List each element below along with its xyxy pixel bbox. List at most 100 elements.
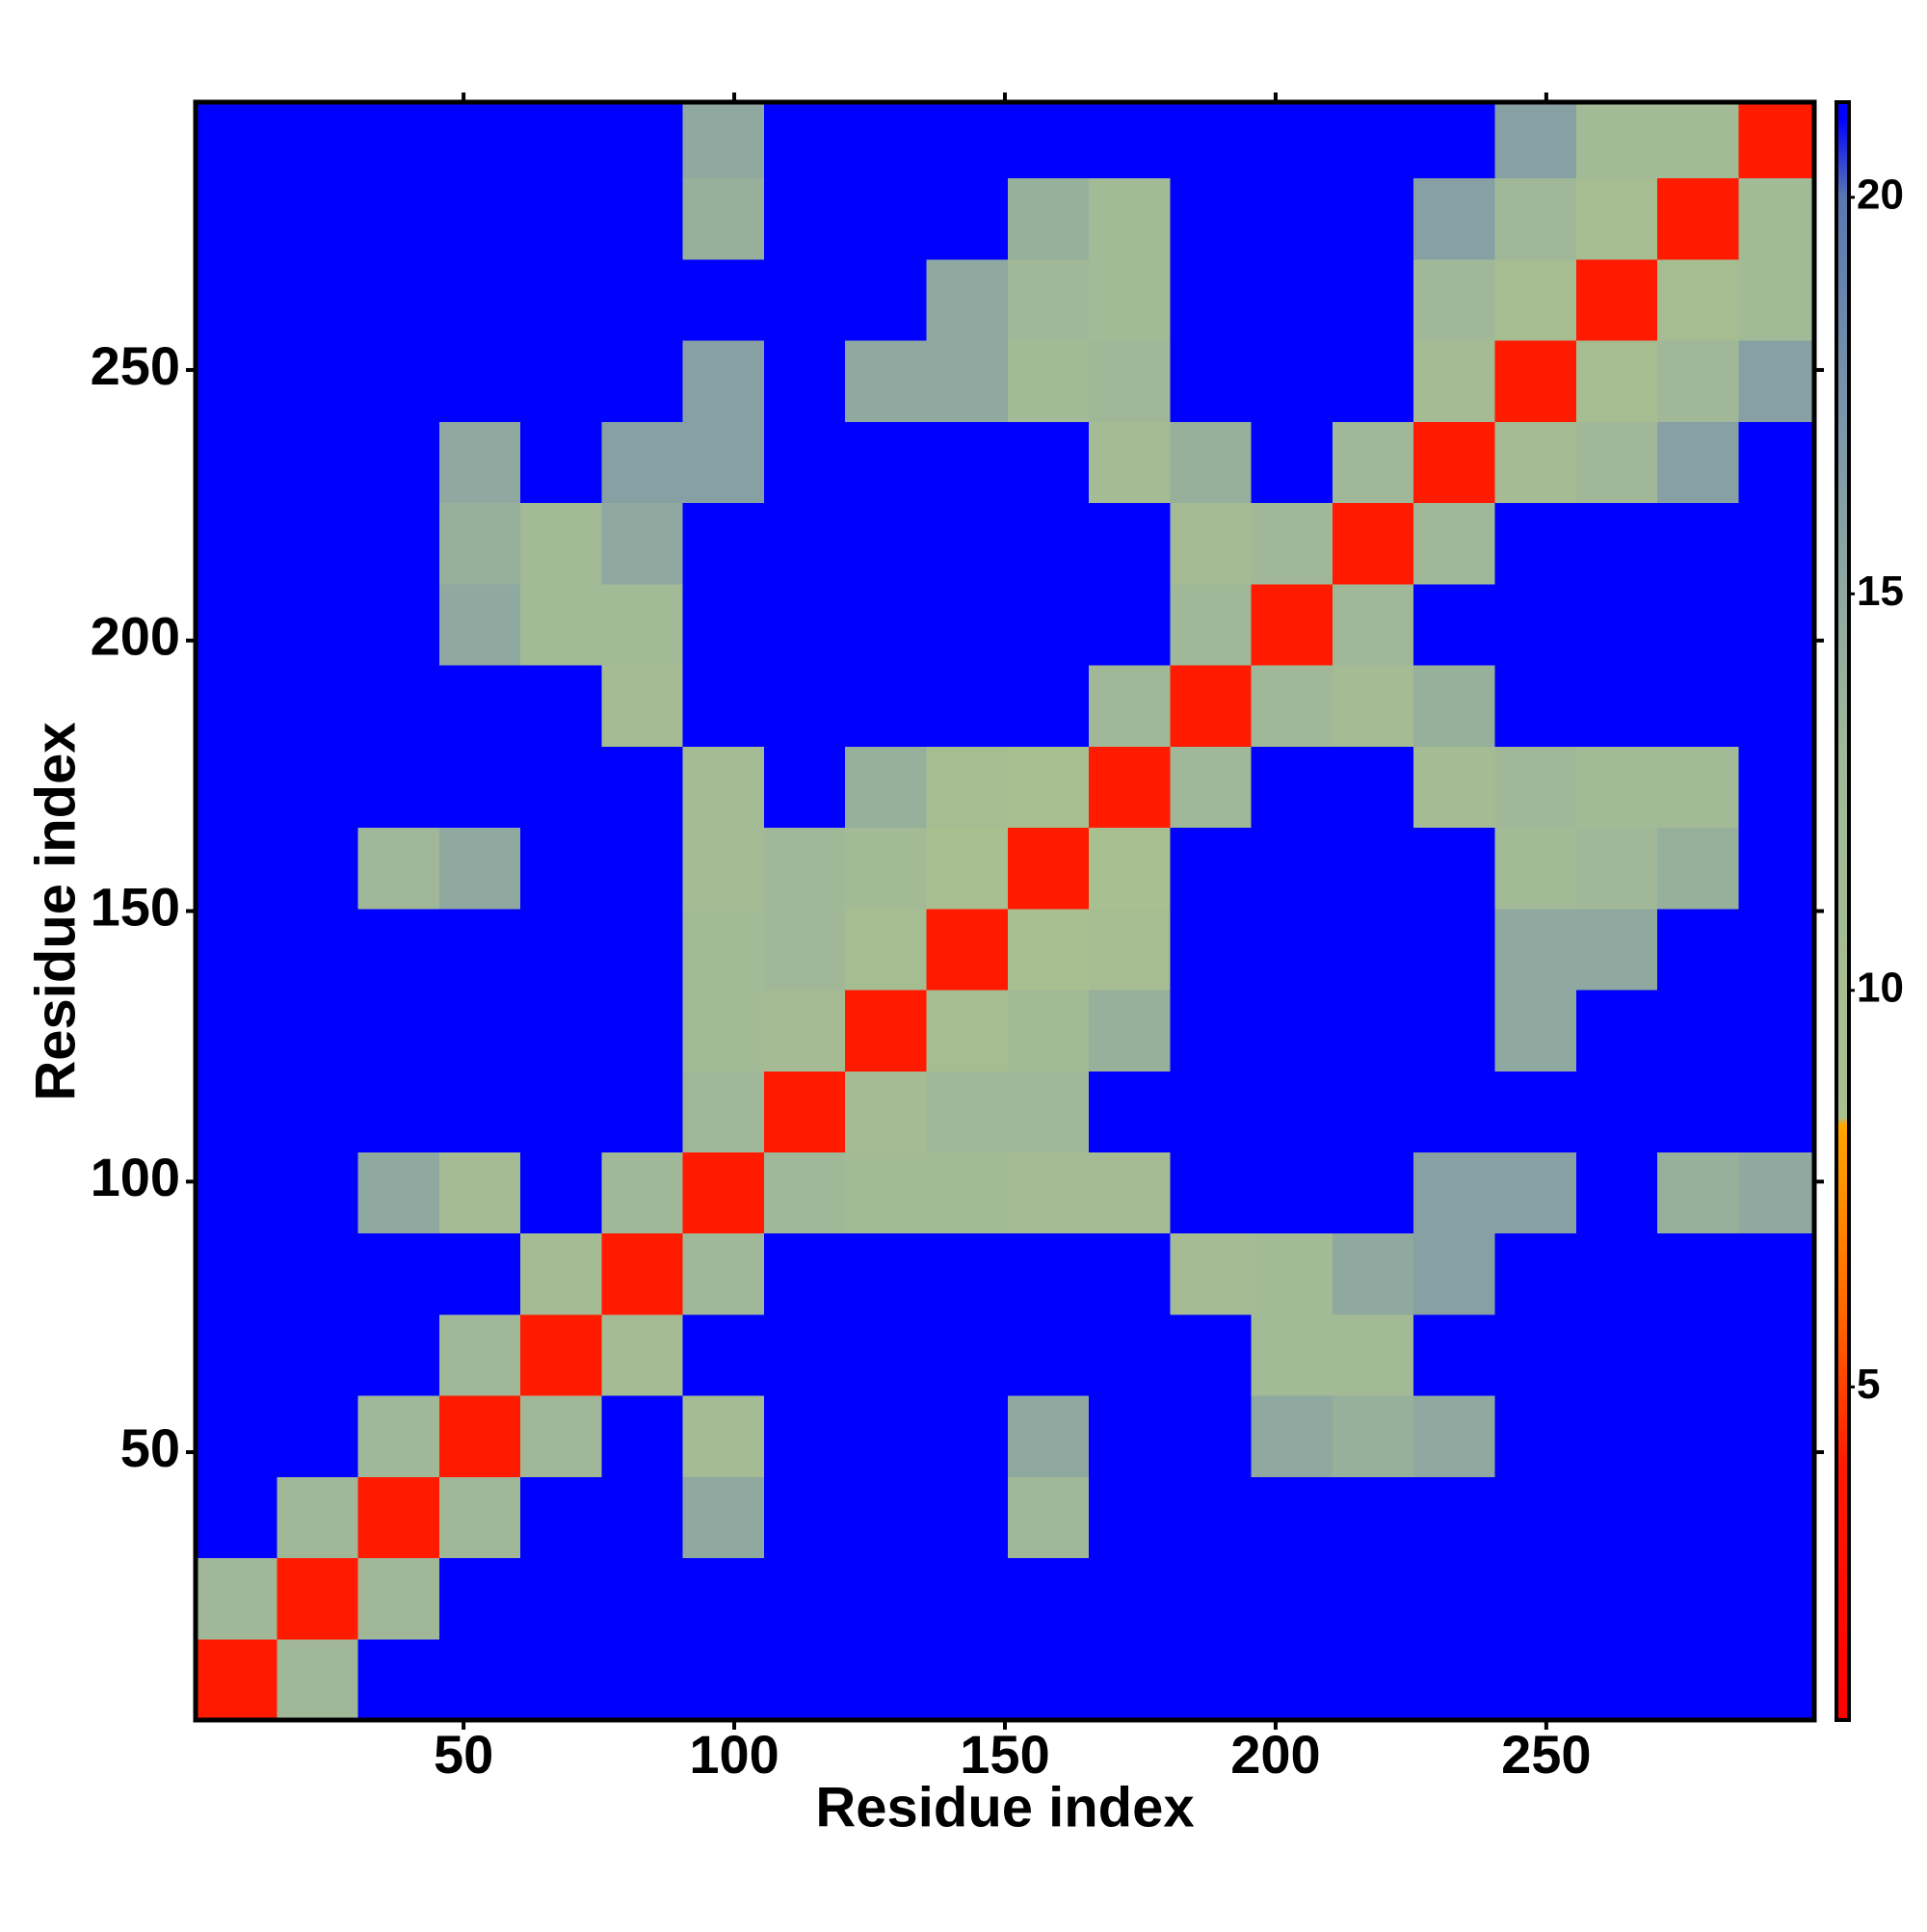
heatmap-cell — [1738, 258, 1815, 341]
heatmap-cell — [1332, 1395, 1414, 1477]
heatmap-cell — [520, 827, 603, 910]
heatmap-cell — [763, 1151, 846, 1234]
heatmap-cell — [520, 421, 603, 504]
heatmap-cell — [1657, 1638, 1739, 1721]
heatmap-cell — [1657, 908, 1739, 991]
heatmap-cell — [926, 908, 1009, 991]
heatmap-cell — [438, 665, 521, 747]
heatmap-cell — [520, 1071, 603, 1152]
colorbar — [1835, 100, 1851, 1722]
heatmap-cell — [601, 1395, 684, 1477]
heatmap-cell — [763, 102, 846, 179]
heatmap-cell — [1575, 665, 1658, 747]
heatmap-cell — [1494, 1232, 1577, 1315]
heatmap-cell — [682, 1071, 765, 1152]
heatmap-cell — [682, 1313, 765, 1396]
heatmap-cell — [1738, 1151, 1815, 1234]
heatmap-cell — [926, 258, 1009, 341]
heatmap-cell — [601, 989, 684, 1072]
heatmap-cell — [196, 421, 277, 504]
heatmap-cell — [438, 1557, 521, 1640]
heatmap-cell — [845, 746, 928, 829]
y-tick-label: 150 — [91, 876, 180, 937]
heatmap-cell — [1413, 1071, 1496, 1152]
heatmap-cell — [763, 1395, 846, 1477]
heatmap-cell — [845, 665, 928, 747]
heatmap-cell — [926, 1151, 1009, 1234]
heatmap-cell — [1413, 989, 1496, 1072]
heatmap-cell — [1089, 177, 1171, 260]
heatmap-cell — [1575, 1395, 1658, 1477]
heatmap-cell — [926, 746, 1009, 829]
heatmap-cell — [1657, 502, 1739, 585]
heatmap-cell — [1251, 177, 1333, 260]
heatmap-cell — [763, 258, 846, 341]
heatmap-cell — [520, 102, 603, 179]
heatmap-cell — [196, 340, 277, 422]
heatmap-cell — [1332, 1557, 1414, 1640]
heatmap-cell — [1575, 583, 1658, 666]
heatmap-cell — [1575, 1476, 1658, 1559]
heatmap-cell — [1170, 502, 1253, 585]
heatmap-cell — [926, 1638, 1009, 1721]
heatmap-cell — [1251, 1151, 1333, 1234]
heatmap-cell — [1089, 1313, 1171, 1396]
heatmap-cell — [1738, 1313, 1815, 1396]
heatmap-cell — [277, 421, 359, 504]
heatmap-cell — [601, 583, 684, 666]
heatmap-cell — [1007, 1071, 1090, 1152]
heatmap-cell — [196, 1476, 277, 1559]
heatmap-cell — [1657, 340, 1739, 422]
heatmap-cell — [763, 1557, 846, 1640]
heatmap-cell — [1738, 502, 1815, 585]
heatmap-cell — [926, 1071, 1009, 1152]
heatmap-cell — [1170, 340, 1253, 422]
heatmap-cell — [357, 827, 440, 910]
colorbar-tick-label: 20 — [1857, 171, 1904, 218]
heatmap-cell — [1575, 258, 1658, 341]
heatmap-cell — [763, 340, 846, 422]
heatmap-cell — [845, 827, 928, 910]
heatmap-cell — [1413, 1476, 1496, 1559]
heatmap-cell — [277, 340, 359, 422]
heatmap-cell — [682, 1232, 765, 1315]
heatmap-cell — [277, 1557, 359, 1640]
heatmap-cell — [1089, 827, 1171, 910]
heatmap-cell — [1657, 258, 1739, 341]
x-tick-label: 50 — [434, 1724, 493, 1785]
heatmap-cell — [682, 665, 765, 747]
heatmap-cell — [438, 1232, 521, 1315]
heatmap-cell — [763, 989, 846, 1072]
heatmap-cell — [520, 665, 603, 747]
heatmap-cell — [845, 258, 928, 341]
heatmap-cell — [277, 502, 359, 585]
heatmap-cell — [926, 1557, 1009, 1640]
heatmap-cell — [1494, 421, 1577, 504]
heatmap-cell — [1657, 102, 1739, 179]
heatmap-cell — [845, 1557, 928, 1640]
heatmap-cell — [1089, 1476, 1171, 1559]
heatmap-cell — [520, 583, 603, 666]
heatmap-cell — [357, 583, 440, 666]
heatmap-cell — [763, 177, 846, 260]
heatmap-cell — [601, 827, 684, 910]
heatmap-cell — [601, 502, 684, 585]
heatmap-cell — [1170, 908, 1253, 991]
heatmap-cell — [277, 1638, 359, 1721]
heatmap-cell — [926, 1476, 1009, 1559]
heatmap-cell — [1494, 1151, 1577, 1234]
heatmap-cell — [1251, 1395, 1333, 1477]
heatmap-cell — [926, 102, 1009, 179]
heatmap-cell — [1089, 583, 1171, 666]
heatmap-cell — [1089, 502, 1171, 585]
heatmap-cell — [357, 502, 440, 585]
heatmap-cell — [845, 1313, 928, 1396]
heatmap-cell — [1575, 421, 1658, 504]
heatmap-cell — [682, 102, 765, 179]
heatmap-cell — [1089, 908, 1171, 991]
heatmap-cell — [763, 827, 846, 910]
heatmap-cell — [1251, 1071, 1333, 1152]
heatmap-cell — [1332, 1476, 1414, 1559]
y-tick-label: 200 — [91, 606, 180, 667]
